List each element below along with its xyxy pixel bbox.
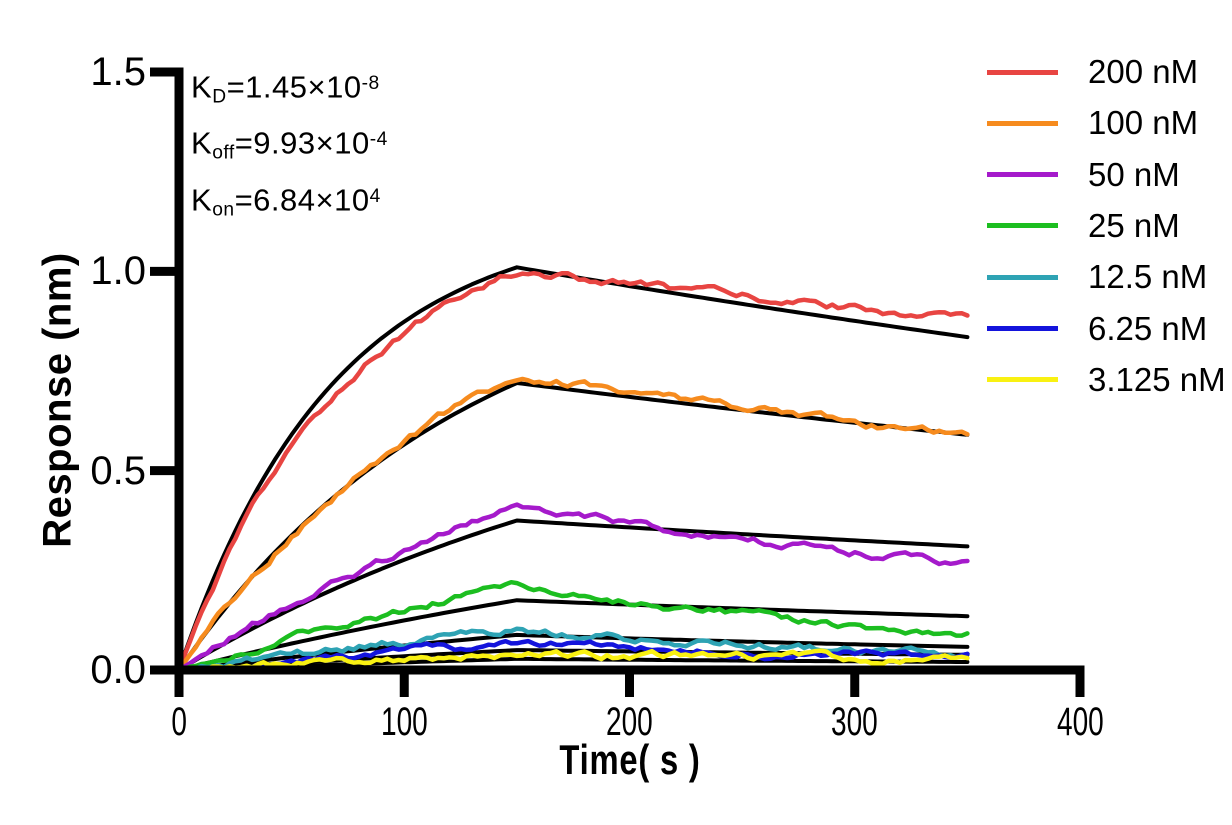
x-axis-title-wrap: Time( s )	[540, 736, 721, 784]
legend-label: 100 nM	[1088, 104, 1199, 142]
data-curve-200-nM	[176, 270, 970, 673]
kd-value: =1.45×10	[226, 69, 362, 105]
fit-curves-group	[177, 265, 970, 672]
data-curve-12.5-nM	[176, 626, 970, 673]
x-tick-label-200: 200	[560, 702, 700, 742]
x-axis-title: Time( s )	[559, 736, 701, 783]
legend-swatch	[987, 274, 1058, 280]
kinetics-annotation: KD=1.45×10-8 Koff=9.93×10-4 Kon=6.84×104	[191, 62, 388, 231]
legend: 200 nM 100 nM 50 nM 25 nM 12.5 nM 6.25 nM 3.12…	[987, 0, 1232, 420]
x-tick-label-300: 300	[785, 702, 925, 742]
legend-item-25-nM: 25 nM	[987, 206, 1180, 244]
x-tick-text: 0	[171, 700, 187, 744]
legend-swatch	[987, 69, 1058, 75]
legend-item-100-nM: 100 nM	[987, 104, 1199, 142]
x-tick-text: 200	[606, 700, 653, 744]
kd-annotation: KD=1.45×10-8	[191, 62, 388, 118]
legend-label: 25 nM	[1088, 206, 1180, 244]
koff-symbol: K	[191, 126, 213, 162]
legend-swatch	[987, 377, 1058, 383]
legend-item-3.125-nM: 3.125 nM	[987, 360, 1226, 398]
kon-subscript: on	[212, 199, 235, 221]
y-axis-title: Response (nm)	[35, 252, 80, 548]
legend-label: 6.25 nM	[1088, 309, 1208, 347]
legend-swatch	[987, 223, 1058, 229]
koff-exponent: -4	[369, 129, 388, 151]
y-tick-label-1.0: 1.0	[90, 249, 146, 294]
kon-exponent: 4	[369, 185, 381, 207]
fit-curve-25-nM	[177, 598, 970, 672]
koff-value: =9.93×10	[234, 126, 370, 162]
legend-label: 3.125 nM	[1088, 360, 1226, 398]
fit-curve-3.125-nM	[177, 656, 970, 672]
kon-symbol: K	[191, 182, 213, 218]
legend-label: 12.5 nM	[1088, 258, 1208, 296]
legend-label: 200 nM	[1088, 53, 1199, 90]
legend-swatch	[987, 326, 1058, 331]
y-tick-label-1.5: 1.5	[90, 50, 146, 94]
x-tick-label-0: 0	[109, 702, 249, 742]
legend-item-6.25-nM: 6.25 nM	[987, 309, 1208, 347]
x-tick-label-100: 100	[334, 702, 474, 742]
axes-group	[150, 67, 1085, 697]
data-curve-3.125-nM	[176, 648, 970, 673]
legend-item-50-nM: 50 nM	[987, 155, 1180, 193]
x-tick-text: 300	[831, 700, 879, 744]
koff-subscript: off	[212, 142, 235, 164]
kd-subscript: D	[212, 86, 227, 108]
legend-item-200-nM: 200 nM	[987, 53, 1199, 90]
x-tick-text: 100	[380, 700, 428, 744]
kon-annotation: Kon=6.84×104	[191, 175, 388, 231]
kd-symbol: K	[191, 69, 213, 105]
y-tick-label-0.5: 0.5	[90, 448, 146, 493]
data-curve-25-nM	[176, 579, 970, 673]
fit-curve-200-nM	[177, 265, 970, 672]
kd-exponent: -8	[361, 73, 380, 94]
data-curve-100-nM	[176, 376, 970, 673]
data-curve-50-nM	[176, 502, 970, 673]
data-curves-group	[176, 270, 970, 673]
x-tick-label-400: 400	[1010, 702, 1150, 742]
legend-item-12.5-nM: 12.5 nM	[987, 258, 1208, 296]
legend-swatch	[987, 120, 1058, 126]
kon-value: =6.84×10	[234, 182, 370, 218]
legend-label: 50 nM	[1088, 155, 1180, 193]
y-tick-label-0.0: 0.0	[90, 648, 146, 692]
x-tick-text: 400	[1056, 700, 1104, 744]
legend-swatch	[987, 172, 1058, 178]
koff-annotation: Koff=9.93×10-4	[191, 118, 388, 174]
